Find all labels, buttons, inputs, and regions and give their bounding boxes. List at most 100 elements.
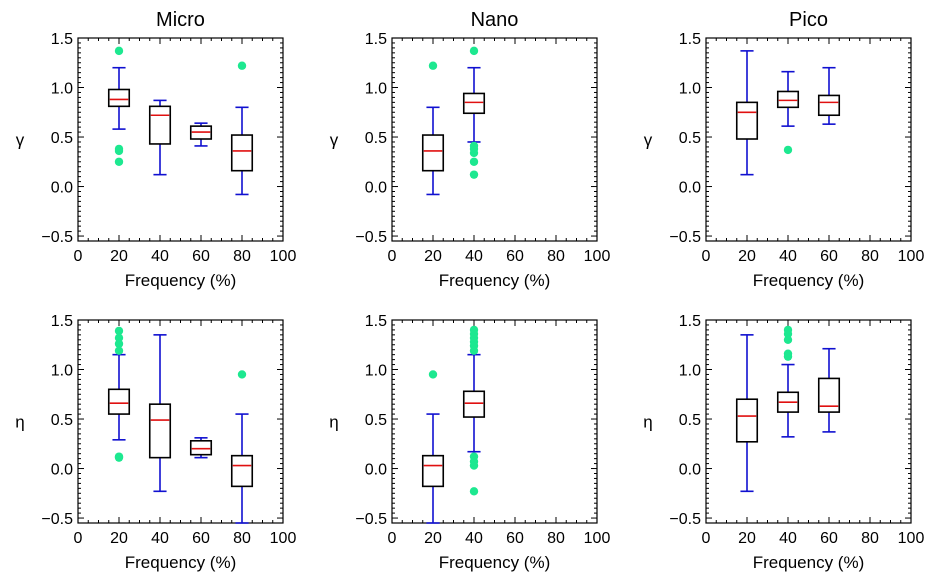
chart-2-x-tick-label: 60: [506, 248, 524, 265]
chart-2-box-1: [421, 134, 445, 172]
chart-2-box-2: [462, 92, 486, 115]
chart-4-box-4: [230, 454, 254, 488]
chart-1-x-tick-label: 20: [110, 248, 128, 265]
chart-6-box-1: [735, 398, 759, 443]
chart-3-y-tick-label: 0.5: [679, 130, 701, 147]
chart-3-box-2: [776, 90, 800, 109]
chart-1-y-tick-label: 1.5: [51, 31, 73, 48]
chart-4-x-tick-label: 80: [233, 530, 251, 547]
chart-3-y-tick-label: 0.0: [679, 180, 701, 197]
chart-5-x-tick-label: 100: [584, 530, 611, 547]
chart-5-y-tick-label: 1.5: [365, 313, 387, 330]
chart-2-x-tick-label: 0: [388, 248, 397, 265]
chart-2-y-axis-label: γ: [330, 131, 339, 150]
chart-5-panel: 0 20 40 60 80 100 −0.5 0.0 0.5 1.0 1.5 Frequency (%…: [329, 313, 610, 572]
chart-4-box-2: [148, 403, 172, 459]
chart-6-y-tick-label: 0.5: [679, 412, 701, 429]
chart-6-x-tick-label: 60: [820, 530, 838, 547]
chart-6-box-2: [776, 391, 800, 413]
chart-6-y-tick-label: 1.0: [679, 363, 701, 380]
chart-5-y-axis-label: η: [329, 413, 338, 432]
chart-4-x-axis-label: Frequency (%): [125, 553, 236, 572]
chart-3-box-3: [817, 94, 841, 117]
chart-2-y-tick-label: 0.0: [365, 180, 387, 197]
chart-1-y-tick-label: −0.5: [41, 229, 73, 246]
chart-4-box-1-outlier: [114, 453, 124, 462]
chart-5-box-2: [462, 390, 486, 418]
chart-1-x-tick-label: 40: [151, 248, 169, 265]
chart-6-x-tick-label: 40: [779, 530, 797, 547]
chart-1-box-1: [107, 88, 131, 108]
chart-1-x-tick-label: 80: [233, 248, 251, 265]
chart-5-y-tick-label: 0.0: [365, 462, 387, 479]
chart-2-panel: 0 20 40 60 80 100 −0.5 0.0 0.5 1.0 1.5 Frequency (%…: [330, 9, 611, 290]
chart-3-y-tick-label: −0.5: [669, 229, 701, 246]
chart-3-x-tick-label: 20: [738, 248, 756, 265]
chart-5-y-tick-label: 1.0: [365, 363, 387, 380]
chart-5-x-tick-label: 0: [388, 530, 397, 547]
chart-5-x-tick-label: 60: [506, 530, 524, 547]
chart-1-box-3: [189, 125, 213, 140]
chart-2-box-2-outlier: [469, 148, 479, 158]
chart-5-x-axis-label: Frequency (%): [439, 553, 550, 572]
chart-3-x-tick-label: 80: [861, 248, 879, 265]
chart-2-x-tick-label: 40: [465, 248, 483, 265]
chart-6-box-2-outlier: [783, 329, 793, 339]
chart-4-x-tick-label: 100: [270, 530, 297, 547]
chart-3-box-2-outlier: [783, 145, 793, 155]
chart-2-x-tick-label: 80: [547, 248, 565, 265]
chart-1-y-axis-label: γ: [16, 131, 25, 150]
chart-5-x-tick-label: 20: [424, 530, 442, 547]
chart-1-box-1-outlier: [114, 157, 124, 166]
chart-1-box-1-outlier: [114, 46, 124, 56]
chart-2-x-tick-label: 100: [584, 248, 611, 265]
chart-4-y-tick-label: −0.5: [41, 511, 73, 528]
chart-4-box-4-outlier: [237, 370, 247, 379]
chart-1-x-tick-label: 60: [192, 248, 210, 265]
chart-2-box-2-outlier: [469, 46, 479, 56]
chart-4-box-1-outlier: [114, 346, 124, 355]
chart-1-box-4: [230, 134, 254, 172]
chart-4-x-tick-label: 0: [74, 530, 83, 547]
chart-4-box-1-outlier: [114, 339, 124, 348]
chart-1-box-4-outlier: [237, 61, 247, 70]
chart-4-y-tick-label: 0.0: [51, 462, 73, 479]
chart-5-plot-frame: [391, 319, 598, 524]
chart-1-x-tick-label: 100: [270, 248, 297, 265]
chart-4-y-tick-label: 0.5: [51, 412, 73, 429]
chart-3-x-tick-label: 100: [898, 248, 925, 265]
chart-1-panel: 0 20 40 60 80 100 −0.5 0.0 0.5 1.0 1.5 Frequency (%…: [16, 9, 297, 290]
chart-6-x-tick-label: 100: [898, 530, 925, 547]
chart-6-box-3: [817, 377, 841, 413]
chart-1-x-tick-label: 0: [74, 248, 83, 265]
chart-6-panel: 0 20 40 60 80 100 −0.5 0.0 0.5 1.0 1.5 Frequency (%…: [643, 313, 924, 572]
chart-1-y-tick-label: 0.0: [51, 180, 73, 197]
chart-4-plot-frame: [77, 319, 284, 524]
chart-3-panel: 0 20 40 60 80 100 −0.5 0.0 0.5 1.0 1.5 Frequency (%…: [644, 9, 925, 290]
chart-4-box-1-outlier: [114, 326, 124, 336]
chart-2-x-axis-label: Frequency (%): [439, 271, 550, 290]
chart-4-box-1: [107, 388, 131, 415]
chart-2-box-1-outlier: [428, 61, 438, 70]
chart-6-y-tick-label: 1.5: [679, 313, 701, 330]
chart-3-y-axis-label: γ: [644, 131, 653, 150]
chart-2-x-tick-label: 20: [424, 248, 442, 265]
chart-5-box-1: [421, 454, 445, 488]
chart-1-box-2: [148, 105, 172, 145]
chart-6-x-tick-label: 0: [702, 530, 711, 547]
chart-5-x-tick-label: 80: [547, 530, 565, 547]
chart-6-x-tick-label: 20: [738, 530, 756, 547]
chart-3-y-tick-label: 1.0: [679, 81, 701, 98]
chart-6-y-axis-label: η: [643, 413, 652, 432]
chart-1-box-1-outlier: [114, 146, 124, 156]
chart-6-x-axis-label: Frequency (%): [753, 553, 864, 572]
chart-3-x-axis-label: Frequency (%): [753, 271, 864, 290]
chart-4-x-tick-label: 40: [151, 530, 169, 547]
chart-5-y-tick-label: −0.5: [355, 511, 387, 528]
chart-4-box-3: [189, 440, 213, 456]
chart-5-x-tick-label: 40: [465, 530, 483, 547]
chart-6-y-tick-label: 0.0: [679, 462, 701, 479]
chart-4-y-axis-label: η: [15, 413, 24, 432]
chart-4-y-tick-label: 1.5: [51, 313, 73, 330]
chart-5-box-2-outlier: [469, 487, 479, 496]
